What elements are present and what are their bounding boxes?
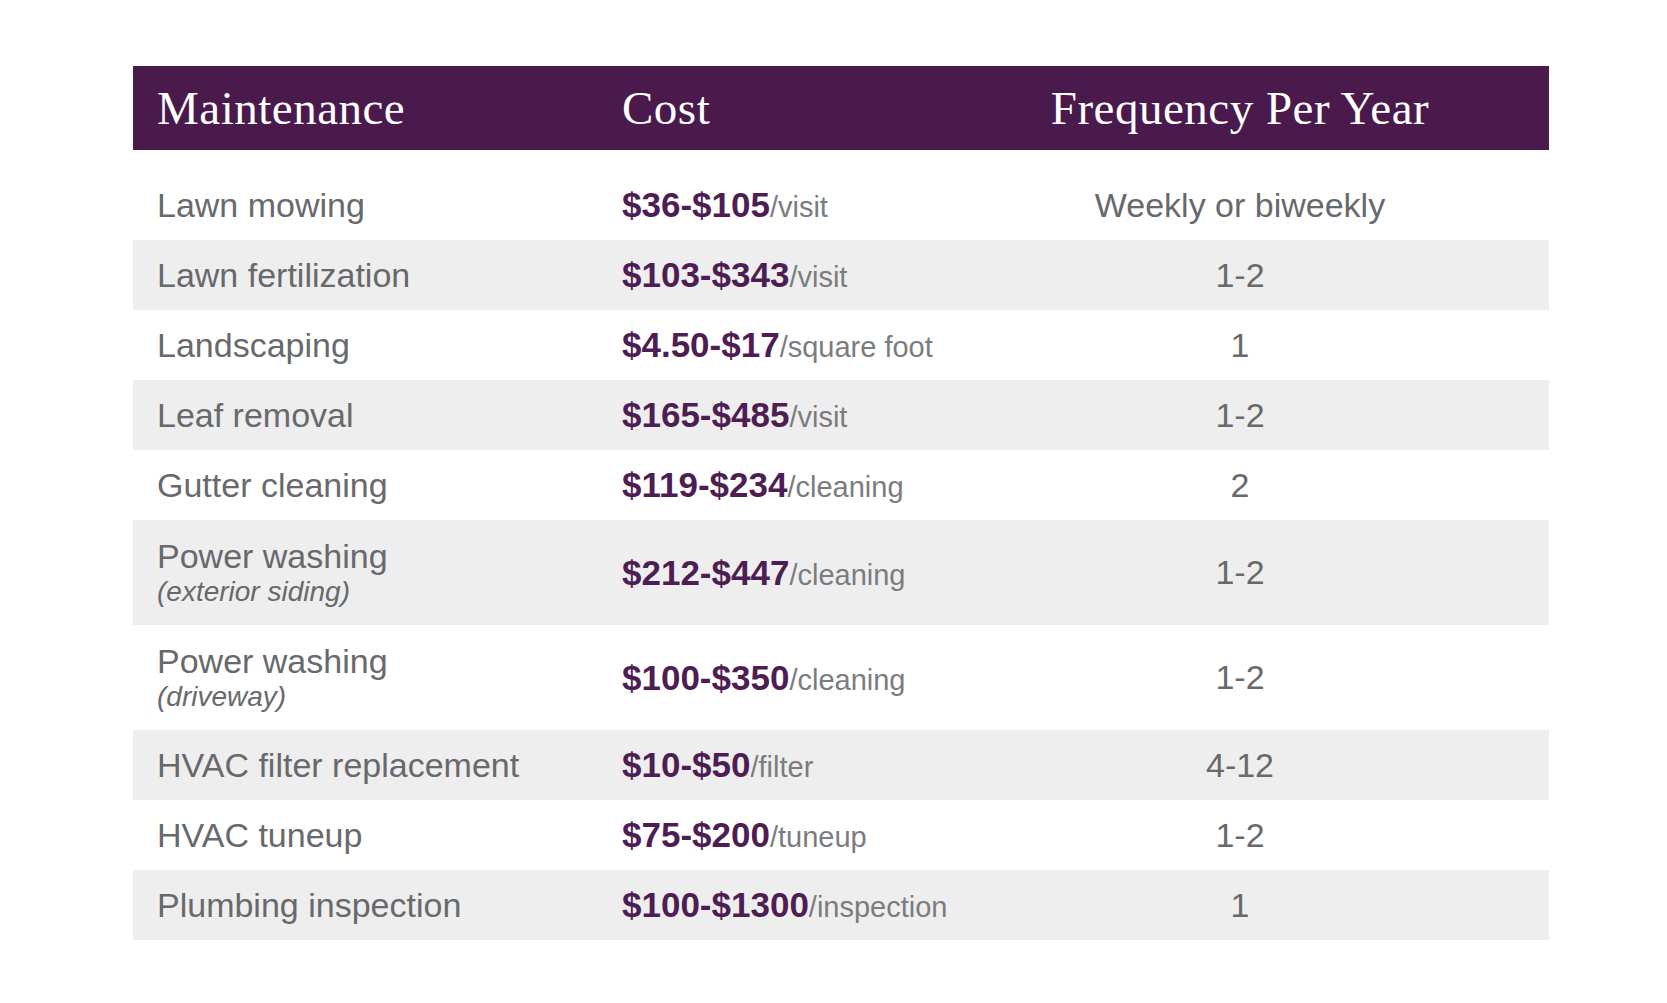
table-body: Lawn mowing $36-$105/visit Weekly or biw… [133,150,1549,940]
service-cell: Lawn fertilization [157,256,622,294]
maintenance-cost-table: Maintenance Cost Frequency Per Year Lawn… [133,66,1549,940]
column-header-cost: Cost [622,81,931,135]
column-header-frequency: Frequency Per Year [931,81,1549,135]
frequency-value: 1-2 [931,553,1549,592]
service-cell: Plumbing inspection [157,886,622,924]
cost-range: $36-$105 [622,185,770,224]
cost-cell: $4.50-$17/square foot [622,325,931,365]
cost-range: $212-$447 [622,553,789,592]
service-label: Power washing [157,537,622,575]
cost-cell: $100-$1300/inspection [622,885,931,925]
cost-cell: $119-$234/cleaning [622,465,931,505]
frequency-value: 1 [931,326,1549,365]
frequency-value: 1-2 [931,816,1549,855]
cost-unit: /inspection [809,891,948,923]
cost-unit: /visit [789,401,847,433]
table-row: HVAC filter replacement $10-$50/filter 4… [133,730,1549,800]
service-label: Gutter cleaning [157,466,622,504]
cost-range: $75-$200 [622,815,770,854]
service-cell: HVAC tuneup [157,816,622,854]
table-row: HVAC tuneup $75-$200/tuneup 1-2 [133,800,1549,870]
table-header-row: Maintenance Cost Frequency Per Year [133,66,1549,150]
cost-unit: /cleaning [787,471,903,503]
frequency-value: 1-2 [931,256,1549,295]
frequency-value: 1 [931,886,1549,925]
service-cell: Power washing (exterior siding) [157,537,622,609]
frequency-value: 1-2 [931,658,1549,697]
cost-unit: /cleaning [789,559,905,591]
frequency-value: Weekly or biweekly [931,186,1549,225]
cost-range: $10-$50 [622,745,750,784]
cost-unit: /filter [750,751,813,783]
service-label: Lawn mowing [157,186,622,224]
frequency-value: 4-12 [931,746,1549,785]
cost-cell: $10-$50/filter [622,745,931,785]
table-row: Landscaping $4.50-$17/square foot 1 [133,310,1549,380]
cost-cell: $100-$350/cleaning [622,658,931,698]
service-cell: Power washing (driveway) [157,642,622,714]
service-label: Leaf removal [157,396,622,434]
frequency-value: 2 [931,466,1549,505]
cost-unit: /square foot [780,331,933,363]
cost-cell: $165-$485/visit [622,395,931,435]
table-row: Leaf removal $165-$485/visit 1-2 [133,380,1549,450]
service-cell: Landscaping [157,326,622,364]
table-row: Plumbing inspection $100-$1300/inspectio… [133,870,1549,940]
table-row: Power washing (driveway) $100-$350/clean… [133,625,1549,730]
table-row: Power washing (exterior siding) $212-$44… [133,520,1549,625]
service-cell: Lawn mowing [157,186,622,224]
service-label: Power washing [157,642,622,680]
cost-unit: /tuneup [770,821,867,853]
table-row: Gutter cleaning $119-$234/cleaning 2 [133,450,1549,520]
cost-cell: $212-$447/cleaning [622,553,931,593]
service-note: (exterior siding) [157,575,622,609]
service-cell: Gutter cleaning [157,466,622,504]
service-label: Landscaping [157,326,622,364]
cost-range: $100-$350 [622,658,789,697]
service-cell: HVAC filter replacement [157,746,622,784]
service-label: HVAC filter replacement [157,746,622,784]
cost-unit: /visit [789,261,847,293]
cost-cell: $103-$343/visit [622,255,931,295]
cost-range: $165-$485 [622,395,789,434]
service-label: Plumbing inspection [157,886,622,924]
table-row: Lawn mowing $36-$105/visit Weekly or biw… [133,170,1549,240]
cost-range: $119-$234 [622,465,787,504]
cost-cell: $36-$105/visit [622,185,931,225]
column-header-maintenance: Maintenance [157,81,622,135]
service-label: HVAC tuneup [157,816,622,854]
service-label: Lawn fertilization [157,256,622,294]
cost-cell: $75-$200/tuneup [622,815,931,855]
service-note: (driveway) [157,680,622,714]
infographic-canvas: Maintenance Cost Frequency Per Year Lawn… [0,0,1667,1003]
service-cell: Leaf removal [157,396,622,434]
cost-range: $4.50-$17 [622,325,780,364]
cost-range: $100-$1300 [622,885,809,924]
cost-unit: /visit [770,191,828,223]
cost-range: $103-$343 [622,255,789,294]
cost-unit: /cleaning [789,664,905,696]
frequency-value: 1-2 [931,396,1549,435]
table-row: Lawn fertilization $103-$343/visit 1-2 [133,240,1549,310]
